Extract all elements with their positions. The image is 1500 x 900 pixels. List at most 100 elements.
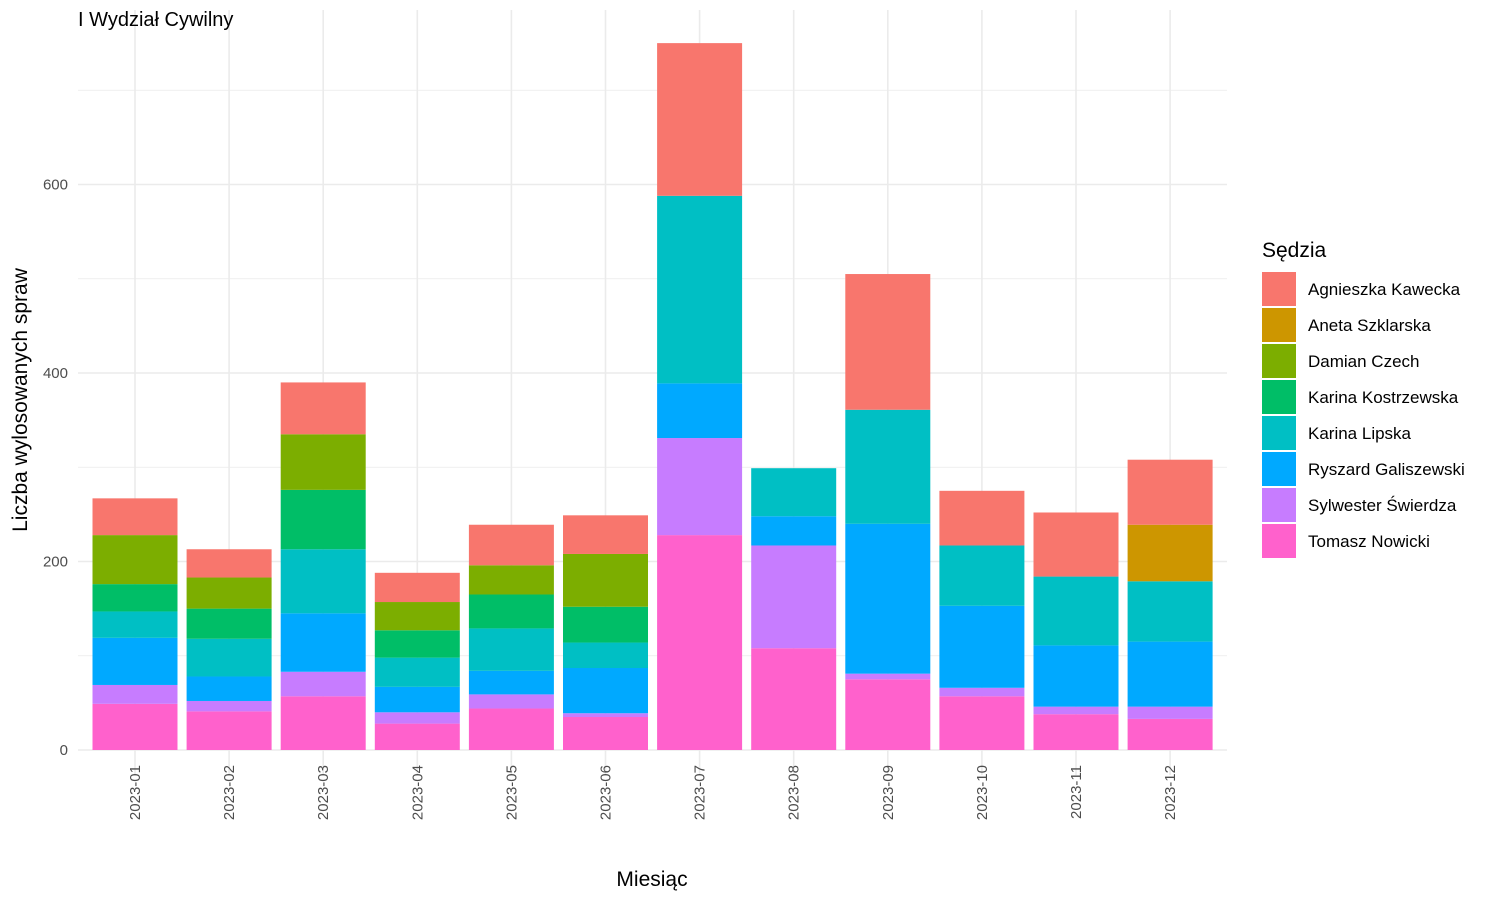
x-tick-label: 2023-07 bbox=[692, 765, 709, 820]
bar-segment bbox=[374, 712, 460, 724]
bar-segment bbox=[845, 409, 931, 524]
bar-segment bbox=[280, 489, 366, 550]
bar-segment bbox=[1127, 641, 1213, 707]
bar-segment bbox=[280, 382, 366, 435]
bar-segment bbox=[186, 549, 272, 578]
bar-segment bbox=[1033, 576, 1119, 646]
legend-swatch bbox=[1262, 416, 1296, 450]
bar-segment bbox=[280, 696, 366, 750]
bar-segment bbox=[374, 686, 460, 713]
legend-label: Damian Czech bbox=[1308, 352, 1420, 371]
bar-segment bbox=[845, 679, 931, 750]
bar-segment bbox=[92, 684, 178, 704]
bar-segment bbox=[563, 515, 648, 554]
bar-segment bbox=[751, 516, 837, 546]
y-axis-ticks: 0 200 400 600 bbox=[43, 177, 68, 760]
bar-segment bbox=[468, 565, 554, 595]
bar-segment bbox=[468, 708, 554, 750]
bar-segment bbox=[563, 553, 648, 607]
x-tick-label: 2023-11 bbox=[1068, 765, 1085, 819]
y-tick-label: 200 bbox=[43, 554, 68, 571]
legend-title: Sędzia bbox=[1262, 239, 1327, 262]
x-tick-label: 2023-02 bbox=[221, 765, 238, 820]
bar-segment bbox=[751, 468, 837, 517]
bar-segment bbox=[1127, 718, 1213, 750]
bar-segment bbox=[468, 694, 554, 709]
legend-swatch bbox=[1262, 452, 1296, 486]
bar-segment bbox=[751, 545, 837, 649]
bar-segment bbox=[280, 613, 366, 672]
bar-segment bbox=[563, 606, 648, 643]
bar-segment bbox=[374, 630, 460, 658]
legend-label: Karina Lipska bbox=[1308, 424, 1412, 443]
chart-title: I Wydział Cywilny bbox=[78, 9, 233, 31]
bar-segment bbox=[186, 676, 272, 701]
bar-segment bbox=[92, 703, 178, 750]
bar-segment bbox=[186, 577, 272, 609]
bar-segment bbox=[939, 687, 1025, 697]
bar-segment bbox=[939, 605, 1025, 688]
bar-segment bbox=[1033, 512, 1119, 577]
bar-segment bbox=[186, 638, 272, 677]
legend-label: Aneta Szklarska bbox=[1308, 316, 1431, 335]
bar-segment bbox=[1033, 645, 1119, 707]
bar-segment bbox=[1033, 706, 1119, 715]
bar-segment bbox=[751, 648, 837, 750]
bar-segment bbox=[939, 696, 1025, 750]
x-tick-label: 2023-06 bbox=[598, 765, 615, 820]
bar-segment bbox=[845, 673, 931, 680]
legend-swatch bbox=[1262, 524, 1296, 558]
bar-segment bbox=[468, 670, 554, 695]
bar-segment bbox=[939, 490, 1025, 546]
legend-swatch bbox=[1262, 308, 1296, 342]
legend-swatch bbox=[1262, 272, 1296, 306]
bar-segment bbox=[1127, 581, 1213, 642]
bar-segment bbox=[374, 572, 460, 603]
legend: Sędzia Agnieszka Kawecka Aneta Szklarska D… bbox=[1262, 239, 1465, 558]
bar-segment bbox=[1033, 714, 1119, 750]
y-tick-label: 600 bbox=[43, 177, 68, 194]
legend-swatch bbox=[1262, 488, 1296, 522]
y-axis-title: Liczba wylosowanych spraw bbox=[9, 267, 32, 532]
bar-segment bbox=[563, 713, 648, 718]
bar-segment bbox=[468, 594, 554, 629]
x-tick-label: 2023-03 bbox=[315, 765, 332, 820]
bar-segment bbox=[1127, 706, 1213, 719]
bar-segment bbox=[92, 611, 178, 638]
bar-segment bbox=[374, 602, 460, 631]
bar-segment bbox=[186, 608, 272, 639]
bar-segment bbox=[845, 274, 931, 410]
legend-swatch bbox=[1262, 380, 1296, 414]
x-tick-label: 2023-04 bbox=[409, 765, 426, 820]
x-axis-title: Miesiąc bbox=[616, 868, 687, 891]
bar-segment bbox=[657, 43, 743, 196]
bar-segment bbox=[280, 671, 366, 697]
bar-segment bbox=[92, 584, 178, 612]
bar-segment bbox=[1127, 459, 1213, 525]
bar-segment bbox=[374, 723, 460, 750]
legend-label: Agnieszka Kawecka bbox=[1308, 280, 1461, 299]
x-tick-label: 2023-10 bbox=[974, 765, 991, 820]
bar-segment bbox=[280, 549, 366, 614]
bar-segment bbox=[563, 642, 648, 669]
bar-segment bbox=[186, 700, 272, 712]
legend-label: Karina Kostrzewska bbox=[1308, 388, 1459, 407]
bar-segment bbox=[563, 717, 648, 750]
legend-label: Tomasz Nowicki bbox=[1308, 532, 1430, 551]
y-tick-label: 400 bbox=[43, 365, 68, 382]
x-axis-ticks: 2023-01 2023-02 2023-03 2023-04 2023-05 2023-… bbox=[127, 765, 1179, 820]
bar-segment bbox=[92, 535, 178, 585]
bar-segment bbox=[468, 628, 554, 671]
x-tick-label: 2023-12 bbox=[1162, 765, 1179, 820]
legend-label: Ryszard Galiszewski bbox=[1308, 460, 1465, 479]
bar-segment bbox=[563, 668, 648, 714]
bar-segment bbox=[280, 434, 366, 490]
bars bbox=[92, 43, 1213, 750]
x-tick-label: 2023-08 bbox=[786, 765, 803, 820]
bar-segment bbox=[657, 438, 743, 536]
bar-segment bbox=[468, 524, 554, 566]
bar-segment bbox=[92, 498, 178, 536]
bar-segment bbox=[657, 535, 743, 750]
x-tick-label: 2023-01 bbox=[127, 765, 144, 820]
